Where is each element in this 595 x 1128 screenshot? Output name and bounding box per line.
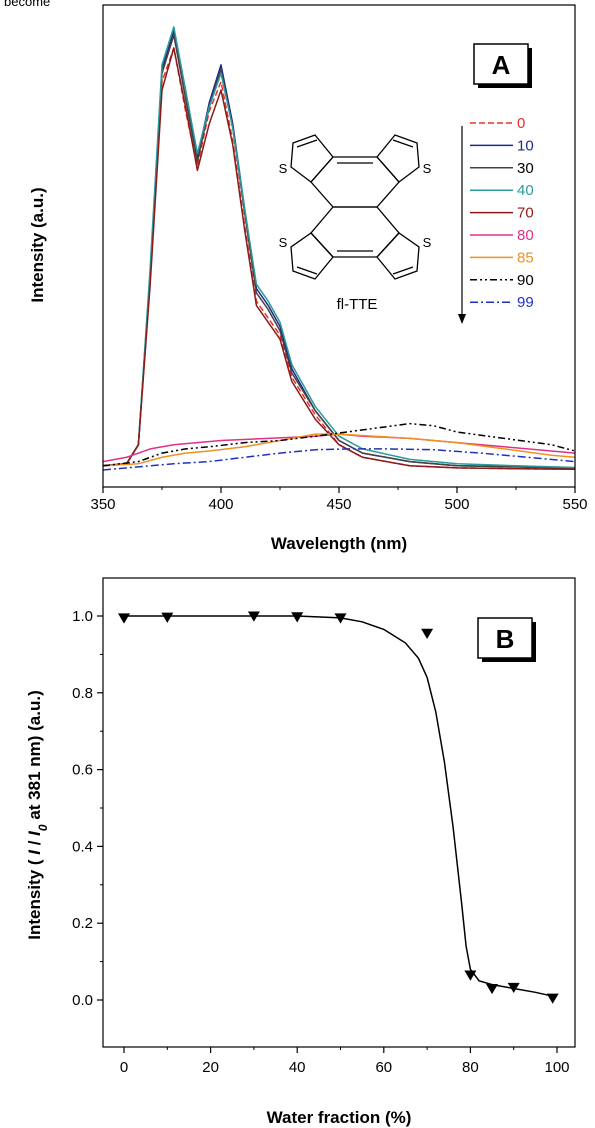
- a-series-30: [102, 34, 576, 470]
- b-plot-frame: [102, 577, 576, 1048]
- b-point-0: [118, 613, 130, 624]
- b-point-6: [464, 970, 477, 981]
- a-legend-label-85: 85: [517, 249, 534, 266]
- a-xtick-label-550: 550: [562, 496, 587, 513]
- b-fit-curve: [124, 615, 553, 997]
- molecule-structure: [290, 134, 420, 280]
- a-series-80: [102, 433, 576, 463]
- a-series-85: [102, 433, 576, 467]
- b-xtick-label-20: 20: [202, 1059, 219, 1076]
- b-ylabel: Intensity ( I / I0 at 381 nm) (a.u.): [25, 690, 50, 939]
- benzene-ring-bottom: [310, 206, 400, 258]
- chart-a: 350 400 450 500 550 Wavelength (nm) Intensit…: [28, 4, 588, 553]
- a-series-40: [102, 26, 576, 469]
- chart-b: 0.0 0.2 0.4 0.6 0.8 1.0 0 20 40 60 80 100 B Water …: [25, 577, 576, 1127]
- b-x-axis: 0 20 40 60 80 100: [120, 1047, 570, 1076]
- b-ytick-label-3: 0.6: [72, 762, 93, 779]
- b-point-3: [291, 612, 304, 623]
- thiophene-top-left: [290, 134, 334, 183]
- atom-s-4: S: [423, 235, 432, 250]
- a-legend-arrow: [458, 126, 466, 324]
- b-point-2: [247, 611, 260, 622]
- b-point-5: [421, 628, 434, 639]
- a-xtick-label-500: 500: [444, 496, 469, 513]
- b-xtick-label-60: 60: [375, 1059, 392, 1076]
- a-series-70: [102, 47, 576, 470]
- a-xtick-label-350: 350: [90, 496, 115, 513]
- b-panel-label-box: B: [477, 617, 536, 662]
- b-point-4: [334, 613, 347, 624]
- b-xtick-label-40: 40: [289, 1059, 306, 1076]
- b-points: [118, 611, 559, 1004]
- atom-s-3: S: [279, 235, 288, 250]
- b-point-9: [546, 993, 559, 1004]
- a-series-0: [102, 47, 576, 470]
- thiophene-top-right: [376, 134, 420, 183]
- b-point-8: [507, 982, 520, 994]
- b-xlabel: Water fraction (%): [267, 1108, 412, 1127]
- a-panel-label-box: A: [473, 43, 532, 88]
- b-ytick-label-2: 0.4: [72, 838, 93, 855]
- atom-s-1: S: [279, 161, 288, 176]
- a-legend-label-0: 0: [517, 115, 525, 132]
- a-series-10: [102, 30, 576, 469]
- b-point-7: [486, 983, 499, 995]
- a-series-90: [102, 422, 576, 467]
- a-legend-label-80: 80: [517, 227, 534, 244]
- a-x-axis: 350 400 450 500 550: [90, 487, 588, 513]
- b-point-1: [161, 612, 174, 623]
- a-legend-label-70: 70: [517, 205, 534, 222]
- a-legend-label-99: 99: [517, 294, 534, 311]
- b-xtick-label-100: 100: [544, 1059, 569, 1076]
- b-panel-label: B: [496, 624, 515, 654]
- a-curves: [102, 26, 576, 471]
- atom-s-2: S: [423, 161, 432, 176]
- benzene-ring-top: [310, 156, 400, 208]
- caption-fragment: become: [4, 0, 51, 9]
- molecule-label: fl-TTE: [337, 296, 378, 313]
- thiophene-bottom-right: [376, 232, 420, 280]
- a-xtick-label-400: 400: [208, 496, 233, 513]
- b-ytick-label-5: 1.0: [72, 608, 93, 625]
- b-y-axis: 0.0 0.2 0.4 0.6 0.8 1.0: [72, 608, 103, 1009]
- a-legend: 0 10 30 40 70 80 85 90 99: [470, 115, 534, 311]
- a-legend-label-90: 90: [517, 272, 534, 289]
- b-xtick-label-0: 0: [120, 1059, 128, 1076]
- b-ytick-label-4: 0.8: [72, 685, 93, 702]
- thiophene-bottom-left: [290, 232, 334, 280]
- molecule-atom-labels: S S S S: [279, 161, 432, 250]
- a-panel-label: A: [492, 50, 511, 80]
- a-legend-label-40: 40: [517, 182, 534, 199]
- a-xtick-label-450: 450: [326, 496, 351, 513]
- a-ylabel: Intensity (a.u.): [28, 187, 47, 302]
- a-legend-label-30: 30: [517, 160, 534, 177]
- a-series-99: [102, 448, 576, 471]
- b-xtick-label-80: 80: [462, 1059, 479, 1076]
- a-xlabel: Wavelength (nm): [271, 534, 407, 553]
- a-legend-label-10: 10: [517, 137, 534, 154]
- b-ytick-label-1: 0.2: [72, 915, 93, 932]
- b-ytick-label-0: 0.0: [72, 992, 93, 1009]
